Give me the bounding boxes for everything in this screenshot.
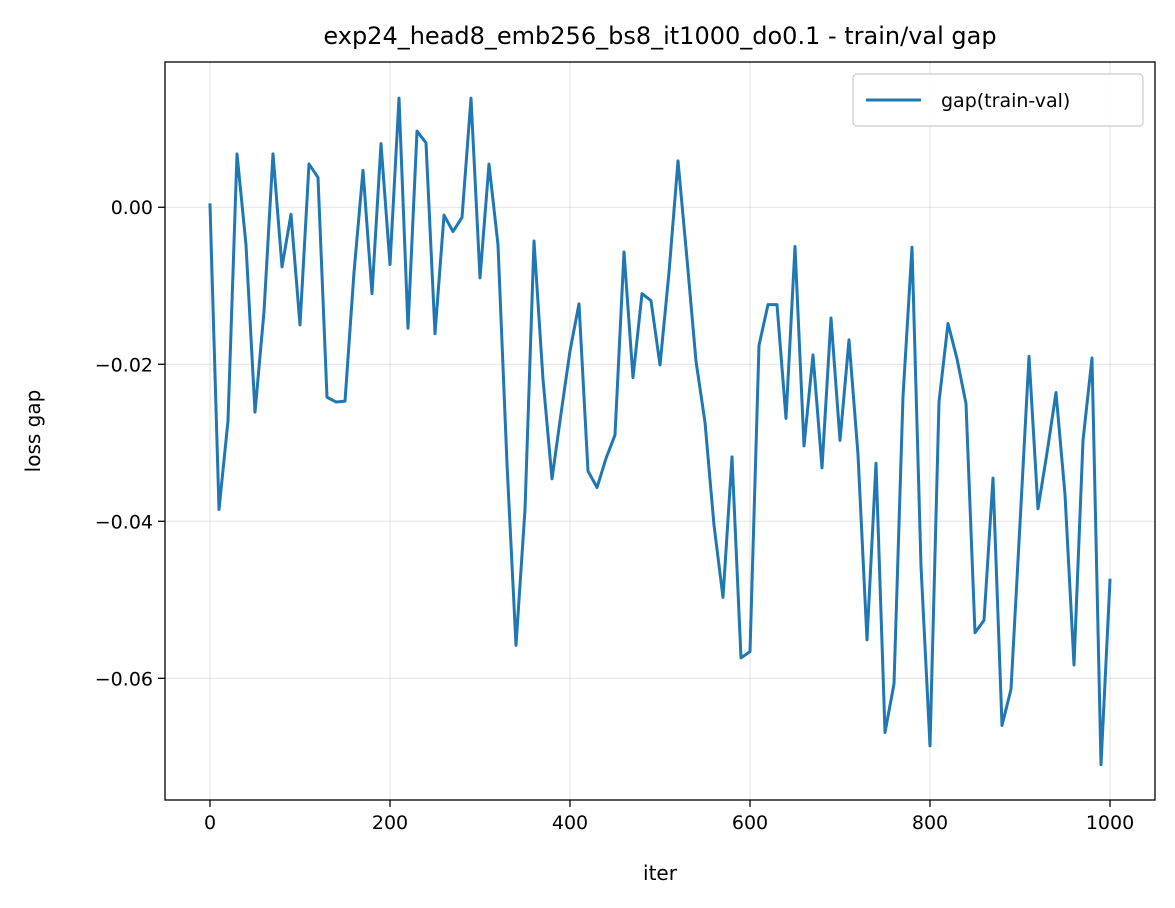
legend: gap(train-val) xyxy=(852,73,1144,127)
x-tick-label: 800 xyxy=(912,812,948,834)
x-tick-label: 200 xyxy=(372,812,408,834)
legend-label: gap(train-val) xyxy=(941,90,1070,112)
y-axis-label: loss gap xyxy=(21,390,45,473)
y-tick-label: −0.04 xyxy=(95,511,153,533)
y-tick-label: −0.06 xyxy=(95,668,153,690)
legend-box xyxy=(852,73,1144,127)
x-tick-label: 1000 xyxy=(1086,812,1134,834)
x-tick-label: 600 xyxy=(732,812,768,834)
plot-frame xyxy=(164,61,1156,801)
y-tick-label: −0.02 xyxy=(95,354,153,376)
grid xyxy=(165,62,1155,800)
chart-title: exp24_head8_emb256_bs8_it1000_do0.1 - tr… xyxy=(323,22,996,50)
series-layer xyxy=(208,96,1112,767)
x-tick-label: 0 xyxy=(204,812,216,834)
x-axis-label: iter xyxy=(643,861,678,885)
y-tick-label: 0.00 xyxy=(111,197,153,219)
series-line xyxy=(208,96,1112,767)
axis-ticks: 0 200 400 600 800 1000 −0.06 −0.04 −0.02 0.00 xyxy=(95,197,1134,834)
x-tick-label: 400 xyxy=(552,812,588,834)
